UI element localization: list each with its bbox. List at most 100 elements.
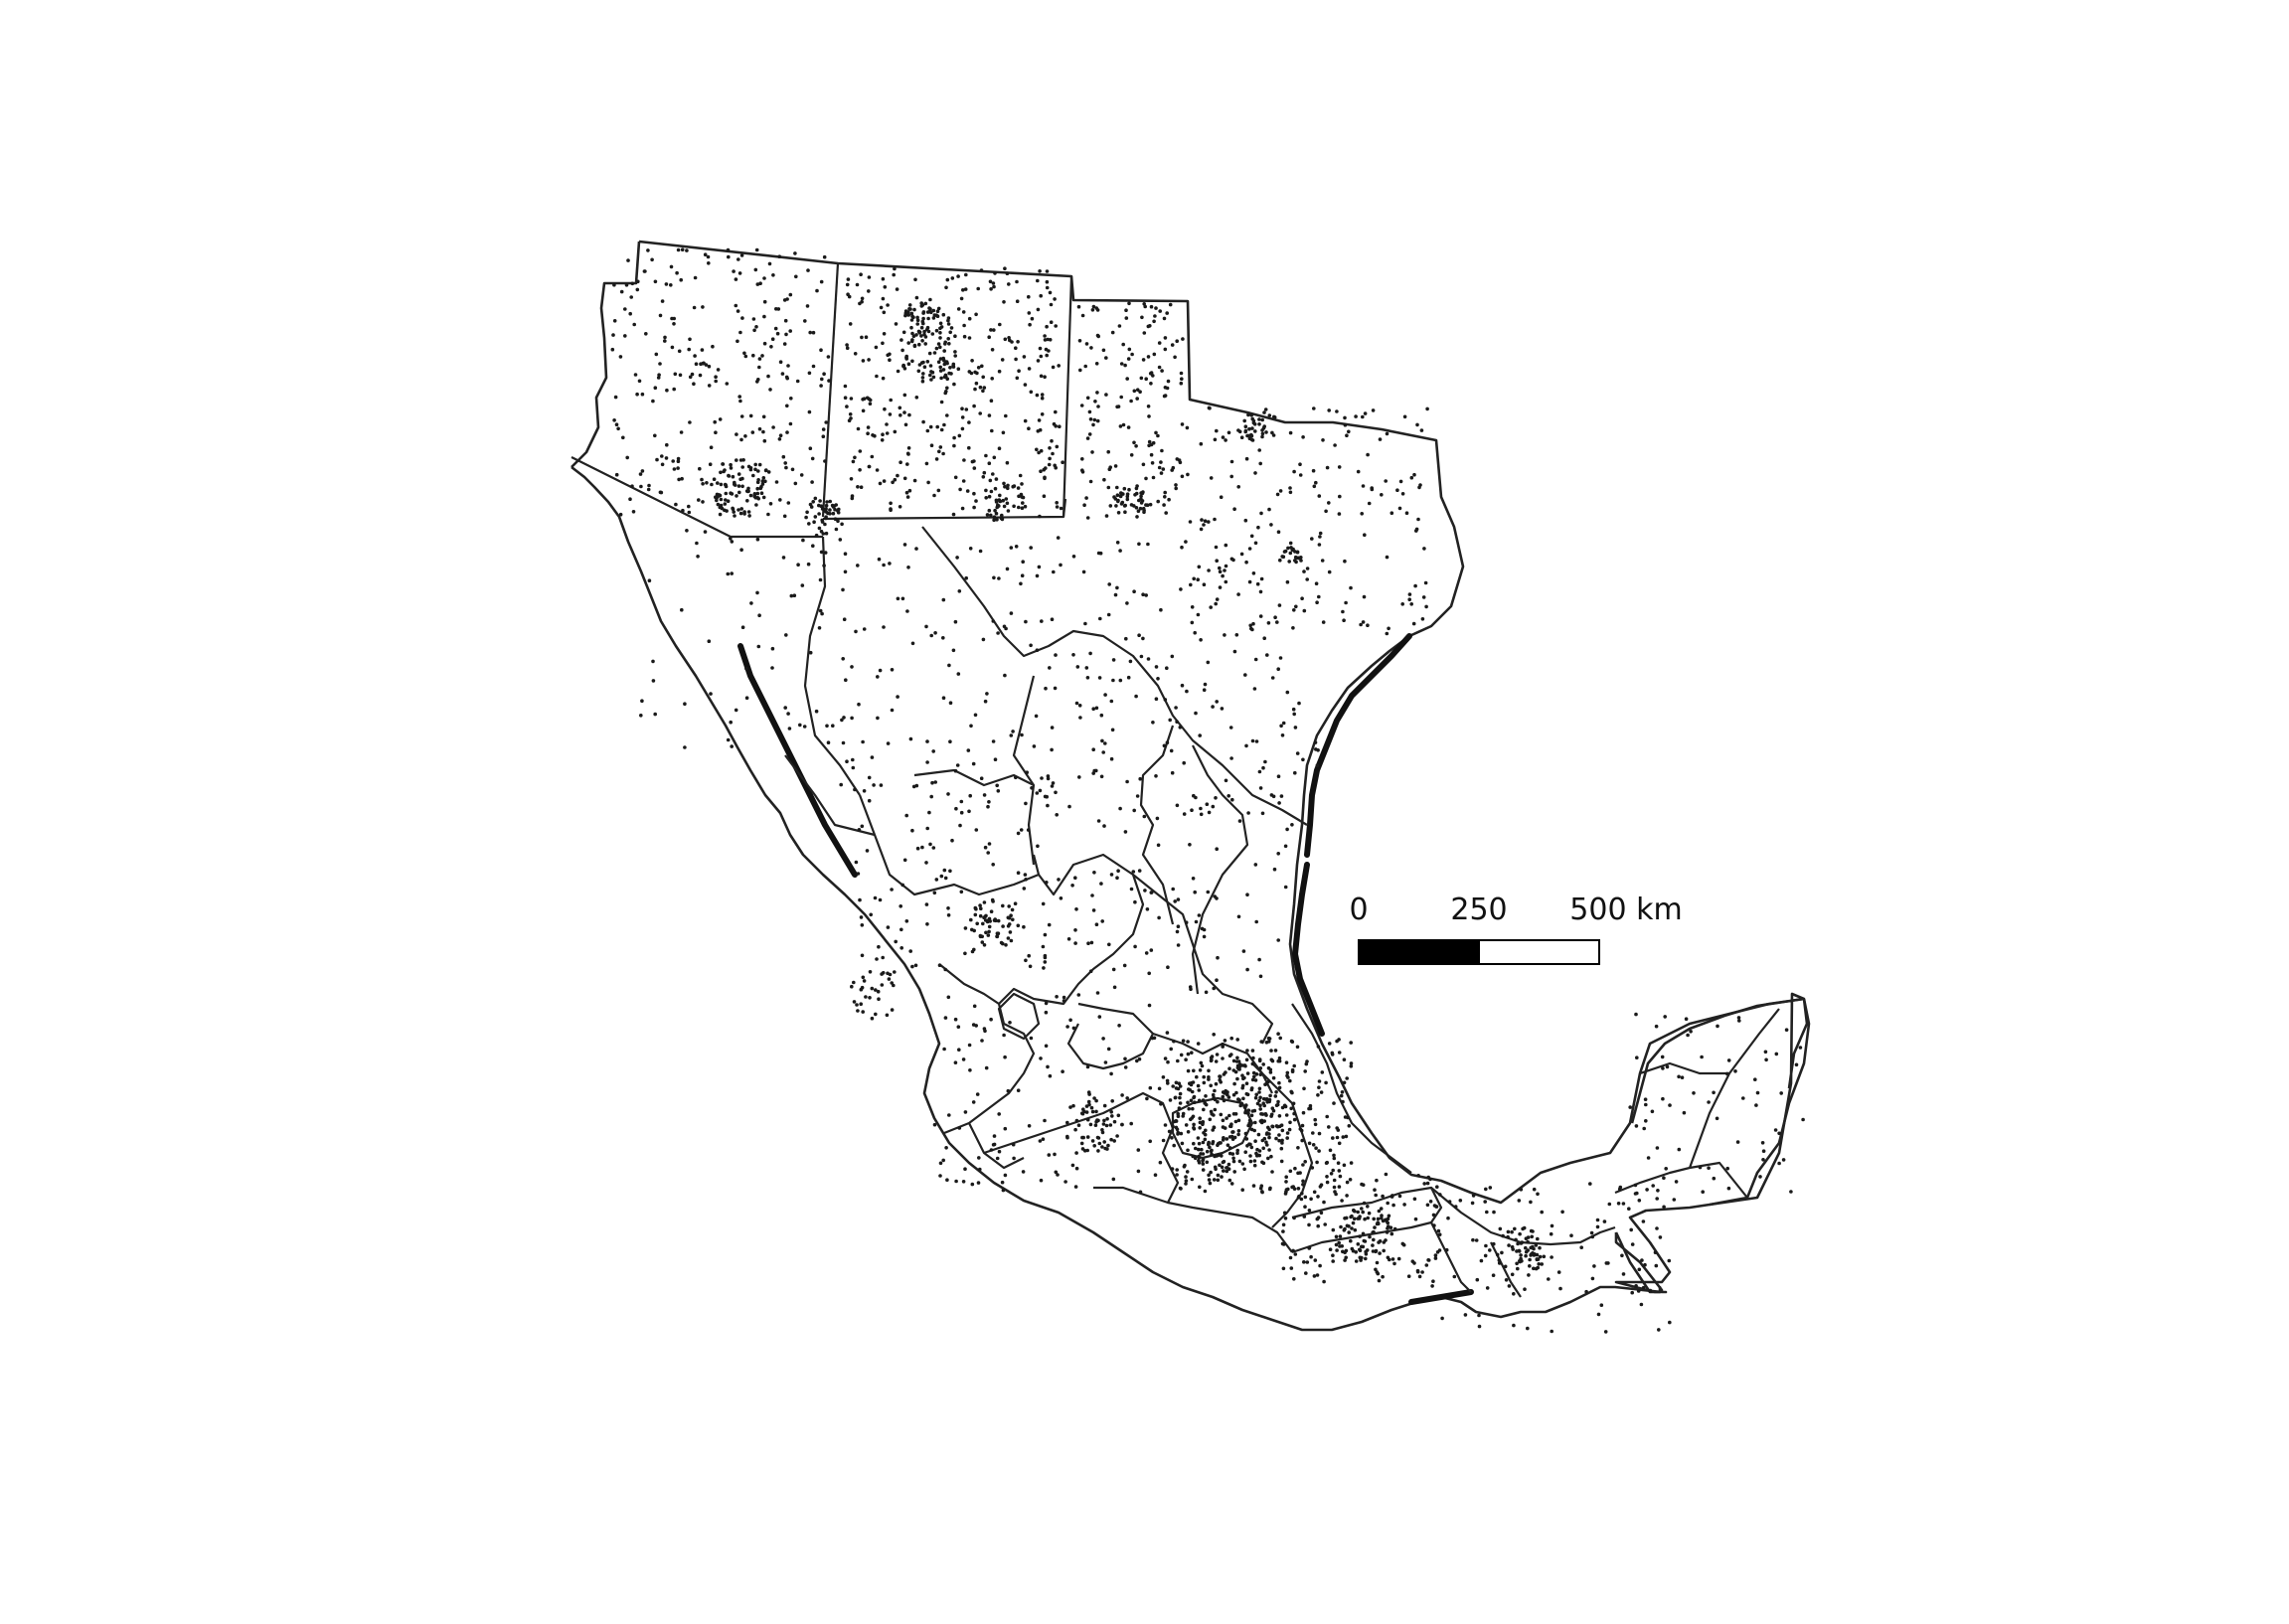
- occurrence-point: [1488, 1248, 1492, 1252]
- occurrence-point: [957, 1126, 962, 1130]
- occurrence-point: [836, 519, 840, 523]
- occurrence-point: [1016, 340, 1020, 344]
- occurrence-point: [1232, 507, 1236, 511]
- occurrence-point: [1337, 1169, 1342, 1173]
- occurrence-point: [1375, 1221, 1380, 1226]
- occurrence-point: [822, 254, 827, 259]
- occurrence-point: [1332, 1101, 1336, 1105]
- occurrence-point: [1147, 439, 1152, 444]
- occurrence-point: [646, 487, 651, 492]
- occurrence-point: [814, 533, 819, 538]
- occurrence-point: [1220, 1165, 1225, 1170]
- occurrence-point: [1047, 349, 1051, 353]
- occurrence-point: [1221, 1160, 1226, 1165]
- occurrence-point: [1458, 1199, 1463, 1203]
- occurrence-point: [1285, 1136, 1289, 1140]
- occurrence-point: [1662, 1205, 1666, 1210]
- occurrence-point: [1245, 1144, 1249, 1148]
- coahuila-nuevoleon-border: [1139, 725, 1175, 925]
- occurrence-point: [678, 373, 683, 378]
- occurrence-point: [781, 454, 786, 459]
- occurrence-point: [1595, 1224, 1600, 1229]
- occurrence-point: [1222, 1098, 1226, 1103]
- occurrence-point: [1096, 405, 1100, 408]
- occurrence-point: [861, 975, 866, 980]
- occurrence-point: [1086, 1099, 1091, 1104]
- occurrence-point: [1300, 596, 1304, 600]
- occurrence-point: [1590, 1276, 1595, 1281]
- occurrence-point: [1204, 1094, 1208, 1098]
- occurrence-point: [1264, 430, 1268, 434]
- occurrence-point: [872, 783, 876, 787]
- occurrence-point: [896, 596, 900, 601]
- occurrence-point: [1150, 1036, 1155, 1041]
- occurrence-point: [763, 479, 767, 484]
- occurrence-point: [1115, 405, 1119, 409]
- occurrence-point: [826, 740, 831, 744]
- occurrence-point: [821, 434, 826, 439]
- occurrence-point: [1136, 1148, 1141, 1152]
- occurrence-point: [813, 515, 818, 519]
- occurrence-point: [1202, 582, 1207, 586]
- occurrence-point: [932, 891, 937, 895]
- occurrence-point: [947, 663, 951, 668]
- occurrence-point: [899, 460, 902, 465]
- occurrence-point: [1019, 828, 1024, 832]
- occurrence-point: [771, 425, 775, 429]
- occurrence-point: [1295, 550, 1300, 555]
- occurrence-point: [917, 342, 921, 347]
- occurrence-point: [1266, 1156, 1270, 1161]
- occurrence-point: [1374, 1267, 1378, 1272]
- occurrence-point: [1138, 1190, 1143, 1195]
- occurrence-point: [673, 372, 678, 377]
- occurrence-point: [1361, 414, 1365, 419]
- occurrence-point: [1090, 450, 1094, 454]
- occurrence-point: [991, 472, 995, 476]
- occurrence-point: [1361, 1183, 1366, 1187]
- occurrence-point: [1319, 1183, 1324, 1187]
- occurrence-point: [1274, 1090, 1278, 1094]
- occurrence-point: [920, 376, 925, 380]
- occurrence-point: [981, 389, 985, 394]
- occurrence-point: [986, 851, 990, 855]
- occurrence-point: [960, 426, 965, 431]
- occurrence-point: [1259, 1040, 1263, 1044]
- occurrence-point: [727, 254, 731, 259]
- occurrence-point: [972, 505, 976, 510]
- occurrence-point: [937, 449, 941, 454]
- occurrence-point: [1284, 1180, 1288, 1184]
- occurrence-point: [1099, 713, 1104, 718]
- occurrence-point: [904, 919, 909, 923]
- occurrence-point: [1099, 882, 1103, 886]
- occurrence-point: [1237, 819, 1242, 823]
- occurrence-point: [762, 314, 766, 319]
- occurrence-point: [977, 1156, 981, 1160]
- occurrence-point: [1088, 1122, 1093, 1127]
- occurrence-point: [1281, 721, 1286, 726]
- occurrence-point: [1258, 1066, 1263, 1070]
- occurrence-point: [1261, 1062, 1265, 1066]
- occurrence-point: [1269, 1112, 1274, 1117]
- occurrence-point: [1291, 626, 1295, 630]
- occurrence-point: [1038, 269, 1042, 273]
- occurrence-point: [1117, 1024, 1121, 1028]
- occurrence-point: [907, 303, 912, 307]
- occurrence-point: [1344, 1134, 1349, 1139]
- occurrence-point: [1288, 1120, 1292, 1125]
- occurrence-point: [753, 267, 758, 272]
- occurrence-point: [989, 489, 994, 494]
- occurrence-point: [925, 826, 929, 831]
- occurrence-point: [1213, 1097, 1218, 1102]
- occurrence-point: [1116, 511, 1121, 515]
- occurrence-point: [1070, 1163, 1075, 1168]
- occurrence-point: [1289, 1106, 1293, 1111]
- occurrence-point: [1641, 1219, 1646, 1223]
- occurrence-point: [785, 297, 789, 301]
- occurrence-point: [1292, 1117, 1297, 1122]
- occurrence-point: [992, 515, 997, 519]
- occurrence-point: [1193, 1100, 1197, 1104]
- occurrence-point: [1009, 938, 1014, 943]
- occurrence-point: [1100, 1145, 1104, 1149]
- occurrence-point: [1225, 1169, 1229, 1174]
- occurrence-point: [1199, 1152, 1203, 1156]
